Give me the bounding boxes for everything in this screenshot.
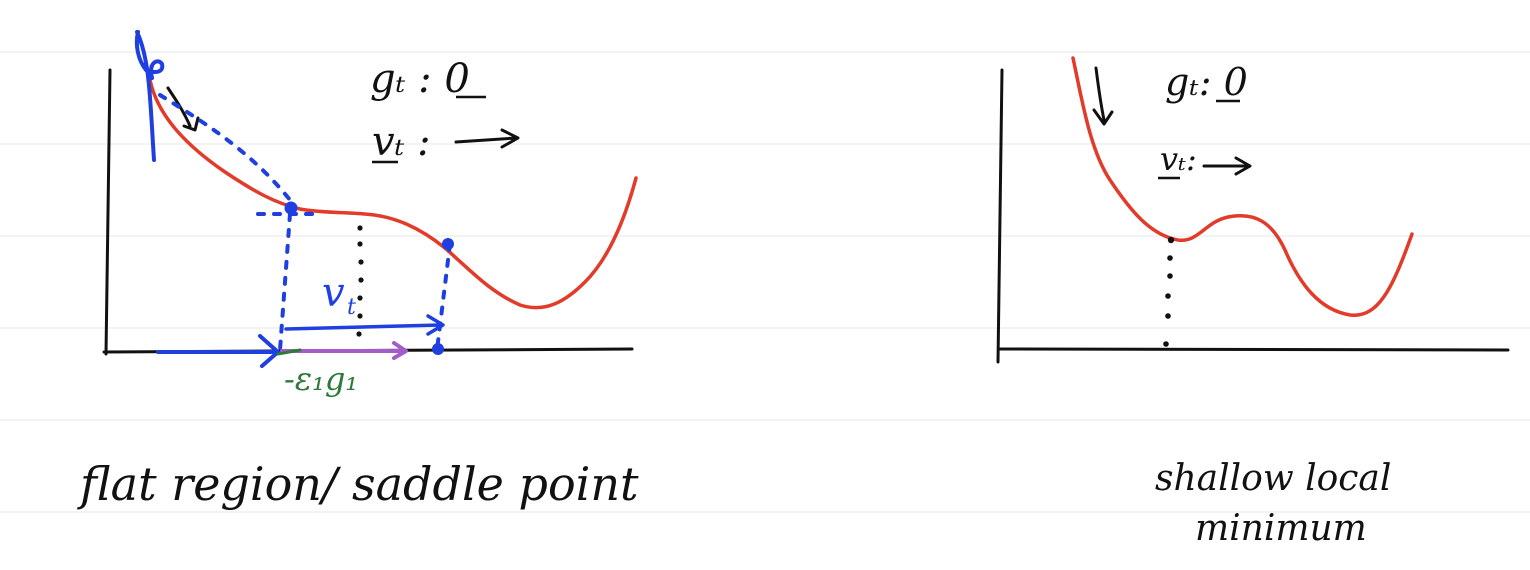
left-update-arrow xyxy=(280,341,408,360)
left-loss-curve xyxy=(148,78,638,310)
right-descent-arrow xyxy=(1092,66,1114,126)
left-panel: gₜ : 0 vₜ : v t -ε₁g₁ flat region/ saddl… xyxy=(77,30,639,511)
left-start-squiggle xyxy=(134,30,165,162)
right-loss-curve xyxy=(1071,56,1414,317)
left-v-subscript: t xyxy=(347,295,356,320)
left-point-axis xyxy=(432,343,444,355)
right-vertical-dots xyxy=(1163,236,1175,347)
left-green-tick xyxy=(276,348,302,356)
right-velocity-label: vₜ: xyxy=(1160,140,1197,178)
notebook-lines xyxy=(0,51,1530,513)
right-caption-line2: minimum xyxy=(1195,508,1367,549)
left-vertical-dots xyxy=(356,225,364,337)
left-gradient-label: gₜ : 0 xyxy=(370,56,470,102)
right-velocity-right-arrow-icon xyxy=(1202,156,1252,176)
left-point-saddle xyxy=(284,201,298,215)
right-axes xyxy=(996,68,1510,364)
left-velocity-arrow xyxy=(284,314,445,336)
left-step-label: -ε₁g₁ xyxy=(284,360,358,398)
right-y-axis xyxy=(996,68,1004,364)
right-panel: gₜ: 0 vₜ: shallow local minimum xyxy=(996,56,1510,549)
left-caption: flat region/ saddle point xyxy=(77,457,639,511)
left-y-axis xyxy=(104,68,112,356)
right-gradient-label: gₜ: 0 xyxy=(1165,60,1248,104)
right-x-axis xyxy=(998,347,1510,352)
left-velocity-right-arrow-icon xyxy=(454,128,520,149)
left-v-label: v xyxy=(322,270,345,316)
left-point-next xyxy=(442,238,454,250)
right-caption-line1: shallow local xyxy=(1155,458,1391,499)
left-axis-blue-arrow xyxy=(156,334,280,368)
left-velocity-label: vₜ : xyxy=(372,119,431,165)
